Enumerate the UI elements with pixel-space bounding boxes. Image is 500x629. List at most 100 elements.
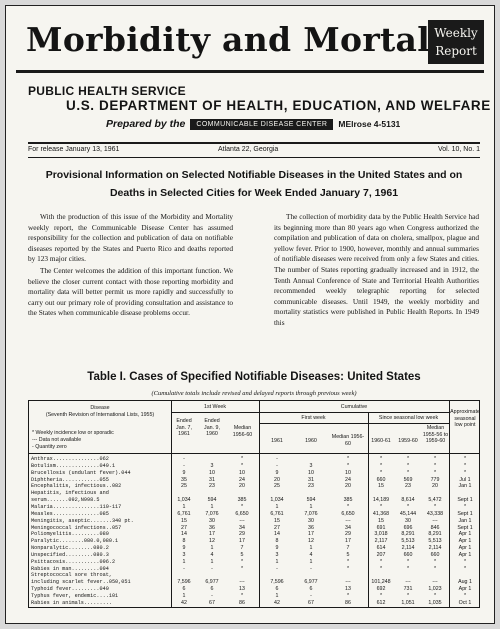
table-cell: - [211, 593, 213, 599]
table-cell: 13 [345, 586, 351, 593]
table-cell: --- [345, 579, 351, 586]
table-cell: 67 [209, 599, 215, 606]
table-cell: 1 [182, 503, 186, 510]
table-cell: 20 [239, 483, 245, 490]
table-cell: 17 [239, 538, 245, 545]
table-cell: 17 [345, 538, 351, 545]
table-row-label: Diphtheria............055 [31, 476, 109, 483]
table-cell: - [211, 565, 213, 572]
table-cell: * [406, 558, 410, 565]
table-cell: 10 [239, 469, 245, 476]
table-cell: 6,761 [177, 510, 191, 517]
table-cell: 3 [182, 551, 186, 558]
disease-header-sub: (Seventh Revision of International Lists… [45, 412, 155, 418]
table-cell: 6,650 [341, 510, 355, 517]
table-row-label: Streptococcal sore throat, [31, 572, 112, 579]
table-cell: 7,076 [304, 510, 318, 517]
table-cell: 1,023 [428, 586, 442, 593]
table-cell: 43,338 [426, 510, 444, 517]
masthead: Morbidity and Mortality Weekly Report [16, 20, 484, 68]
disease-table: Disease (Seventh Revision of Internation… [28, 400, 480, 608]
release-date: For release January 13, 1961 [28, 146, 120, 153]
table-row-label: Rabies in man.........094 [31, 565, 109, 572]
table-cell: - [183, 456, 185, 462]
table-cell: --- [239, 517, 245, 524]
table-cell: 15 [378, 483, 384, 490]
table-row-label: Unspecified.........080.3 [31, 551, 109, 558]
table-cell: 41,368 [372, 510, 390, 517]
table-cell: 30 [405, 517, 411, 524]
table-row-label: Brucellosis (undulant fever).044 [31, 469, 131, 476]
table-cell: Jan 1 [458, 517, 472, 524]
table-row-label: Rabies in animals......... [31, 599, 112, 606]
table-cell: 13 [239, 586, 245, 593]
first-week-header: First week [301, 415, 326, 421]
table-cell: 86 [239, 599, 245, 606]
table-cell: 660 [403, 551, 413, 558]
legend-low: * Weekly incidence low or sporadic [32, 430, 114, 436]
table-cell: --- [345, 517, 351, 524]
body-paragraph: The collection of morbidity data by the … [274, 212, 479, 327]
table-cell: 6,650 [235, 510, 249, 517]
table-cell: * [346, 503, 350, 510]
table-cell: 6,761 [270, 510, 284, 517]
table-cell: Jul 1 [459, 476, 471, 483]
table-row-label: Poliomyelitis.........080 [31, 531, 109, 538]
table-cell: 1,034 [177, 497, 191, 504]
table-cell: 3,018 [374, 531, 388, 538]
table-cell: 4 [309, 551, 313, 558]
table-cell: 15 [378, 517, 384, 524]
table-cell: 31 [209, 476, 215, 483]
table-cell: 23 [209, 483, 215, 490]
table-cell: * [433, 565, 437, 572]
table-cell: * [463, 456, 467, 462]
table-cell: 1 [275, 593, 279, 599]
volume-number: Vol. 10, No. 1 [437, 146, 480, 153]
table-cell: 1 [210, 545, 214, 552]
table-row-label: Nonparalytic........080.2 [31, 545, 109, 552]
table-row-label: serum.......092,N998.5 [31, 497, 100, 504]
weekly-label: Weekly [434, 26, 478, 40]
table-cell: 12 [308, 538, 314, 545]
table-cell: 612 [376, 599, 386, 606]
table-cell: 15 [181, 517, 187, 524]
table-cell: * [379, 565, 383, 572]
table-cell: 25 [181, 483, 187, 490]
table-cell: 6 [182, 586, 186, 593]
table-cell: 696 [403, 524, 413, 531]
col-median-week: Median 1956-60 [232, 425, 253, 438]
table-cell: * [346, 565, 350, 572]
table-cell: * [406, 503, 410, 510]
table-cell: 14 [274, 531, 280, 538]
table-cell: Sept 1 [457, 510, 473, 517]
table-cell: - [276, 462, 278, 469]
table-cell: * [433, 593, 437, 599]
table-cell: 1 [275, 558, 279, 565]
table-cell: 1 [309, 545, 313, 552]
table-row-label: Meningococcal infections..057 [31, 524, 122, 531]
table-cell: Apr 1 [458, 545, 472, 552]
release-location: Atlanta 22, Georgia [218, 146, 279, 153]
table-subtitle: (Cumulative totals include revised and d… [151, 390, 357, 397]
prepared-by-line: Prepared by the COMMUNICABLE DISEASE CEN… [106, 117, 400, 131]
table-cell: * [379, 456, 383, 462]
table-cell: 2,114 [401, 545, 415, 552]
release-bottom-rule [28, 157, 480, 158]
body-column-left: With the production of this issue of the… [28, 212, 233, 320]
table-cell: --- [432, 579, 438, 586]
table-cell: 1 [182, 593, 186, 599]
table-cell: 12 [209, 538, 215, 545]
table-cell: Oct 1 [458, 599, 472, 606]
table-cell: 2,117 [374, 538, 388, 545]
table-row-label: Typhoid fever.........040 [31, 586, 109, 593]
table-cell: 3 [210, 462, 214, 469]
table-cell: 3 [275, 551, 279, 558]
center-name-box: COMMUNICABLE DISEASE CENTER [190, 118, 334, 130]
table-cell: 14,189 [372, 497, 390, 504]
release-top-rule [28, 142, 480, 144]
table-cell: 4 [210, 551, 214, 558]
table-row-label: Typhus fever, endemic....101 [31, 593, 119, 599]
phone-number: MElrose 4-5131 [338, 119, 401, 129]
week-group-header: 1st Week [204, 404, 226, 410]
table-cell: * [379, 558, 383, 565]
